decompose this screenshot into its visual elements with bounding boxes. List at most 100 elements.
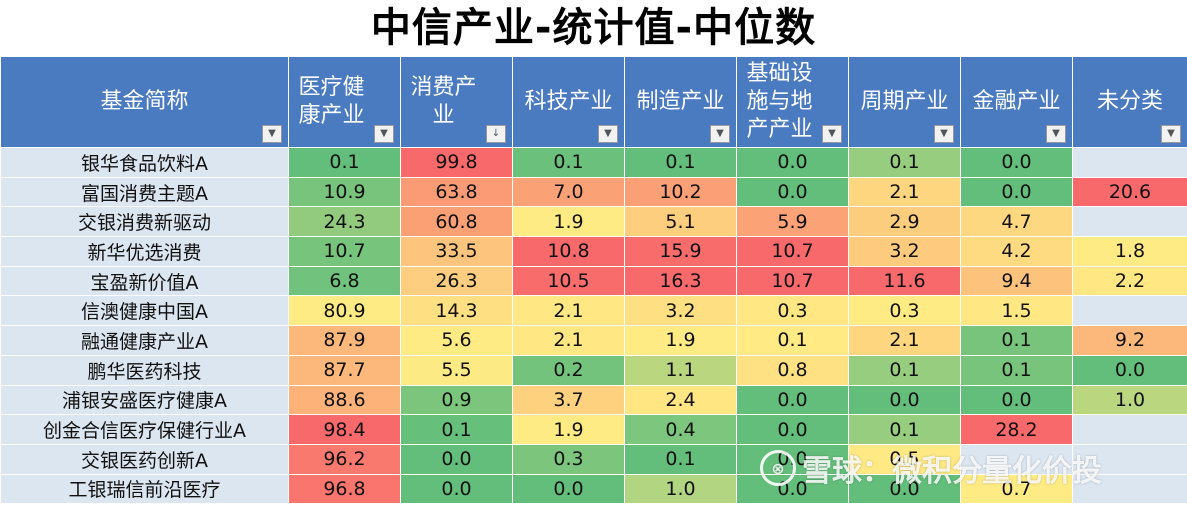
- fund-name-cell: 新华优选消费: [0, 236, 289, 267]
- value-cell: [1072, 295, 1187, 327]
- dropdown-arrow-icon[interactable]: ▼: [822, 125, 842, 143]
- value-cell: 1.9: [512, 206, 625, 238]
- value-cell: 0.0: [848, 473, 961, 505]
- value-cell: 88.6: [288, 384, 401, 416]
- column-header-label: 消费产业: [410, 75, 477, 128]
- column-header-label: 金融产业: [972, 89, 1061, 114]
- value-cell: 5.5: [400, 354, 513, 386]
- column-header-tech: 科技产业 ▼: [512, 56, 625, 148]
- value-cell: 0.0: [736, 147, 849, 178]
- sort-desc-icon[interactable]: ↓: [486, 125, 506, 143]
- value-cell: 60.8: [400, 206, 513, 238]
- dropdown-arrow-icon[interactable]: ▼: [262, 125, 282, 143]
- value-cell: 4.7: [960, 206, 1073, 238]
- value-cell: [1072, 414, 1187, 445]
- value-cell: 15.9: [624, 236, 737, 267]
- value-cell: 0.4: [624, 414, 737, 445]
- value-cell: 11.6: [848, 265, 961, 297]
- table-row: 工银瑞信前沿医疗 96.8 0.0 0.0 1.0 0.0 0.0 0.7: [0, 473, 1187, 505]
- value-cell: 63.8: [400, 176, 513, 208]
- table-row: 富国消费主题A 10.9 63.8 7.0 10.2 0.0 2.1 0.0 20.6: [0, 176, 1187, 208]
- value-cell: 10.8: [512, 236, 625, 267]
- value-cell: 6.8: [288, 265, 401, 297]
- table-row: 融通健康产业A 87.9 5.6 2.1 1.9 0.1 2.1 0.1 9.2: [0, 325, 1187, 356]
- value-cell: 0.0: [400, 443, 513, 475]
- value-cell: 0.1: [736, 325, 849, 356]
- fund-name-cell: 工银瑞信前沿医疗: [0, 473, 289, 505]
- value-cell: 0.1: [848, 414, 961, 445]
- fund-name-cell: 宝盈新价值A: [0, 265, 289, 297]
- column-header-label: 制造产业: [636, 89, 725, 114]
- value-cell: 2.1: [848, 176, 961, 208]
- value-cell: [1072, 473, 1187, 505]
- value-cell: 26.3: [400, 265, 513, 297]
- value-cell: 9.4: [960, 265, 1073, 297]
- column-header-infrastructure: 基础设施与地产产业 ▼: [736, 56, 849, 148]
- value-cell: 2.9: [848, 206, 961, 238]
- value-cell: 0.0: [736, 176, 849, 208]
- column-header-label: 医疗健康产业: [298, 75, 365, 128]
- column-header-finance: 金融产业 ▼: [960, 56, 1073, 148]
- value-cell: 0.0: [400, 473, 513, 505]
- value-cell: 14.3: [400, 295, 513, 327]
- value-cell: [1072, 206, 1187, 238]
- value-cell: 80.9: [288, 295, 401, 327]
- column-header-label: 未分类: [1096, 89, 1163, 114]
- value-cell: 16.3: [624, 265, 737, 297]
- dropdown-arrow-icon[interactable]: ▼: [374, 125, 394, 143]
- fund-name-cell: 银华食品饮料A: [0, 147, 289, 178]
- value-cell: 33.5: [400, 236, 513, 267]
- value-cell: 0.1: [400, 414, 513, 445]
- value-cell: 1.9: [624, 325, 737, 356]
- fund-name-cell: 浦银安盛医疗健康A: [0, 384, 289, 416]
- dropdown-arrow-icon[interactable]: ▼: [934, 125, 954, 143]
- fund-name-cell: 鹏华医药科技: [0, 354, 289, 386]
- value-cell: 0.1: [960, 325, 1073, 356]
- value-cell: 28.2: [960, 414, 1073, 445]
- value-cell: [1072, 147, 1187, 178]
- value-cell: 3.7: [512, 384, 625, 416]
- page-title: 中信产业-统计值-中位数: [370, 5, 817, 51]
- value-cell: 0.0: [1072, 354, 1187, 386]
- value-cell: 96.8: [288, 473, 401, 505]
- column-header-label: 科技产业: [524, 89, 613, 114]
- value-cell: 0.0: [960, 147, 1073, 178]
- value-cell: 5.6: [400, 325, 513, 356]
- value-cell: 99.8: [400, 147, 513, 178]
- value-cell: 0.1: [624, 147, 737, 178]
- table-row: 新华优选消费 10.7 33.5 10.8 15.9 10.7 3.2 4.2 1.8: [0, 236, 1187, 267]
- value-cell: 0.1: [848, 354, 961, 386]
- dropdown-arrow-icon[interactable]: ▼: [1046, 125, 1066, 143]
- dropdown-arrow-icon[interactable]: ▼: [710, 125, 730, 143]
- table-row: 信澳健康中国A 80.9 14.3 2.1 3.2 0.3 0.3 1.5: [0, 295, 1187, 327]
- value-cell: 7.0: [512, 176, 625, 208]
- column-header-label: 周期产业: [860, 89, 949, 114]
- value-cell: 10.9: [288, 176, 401, 208]
- value-cell: 2.1: [848, 325, 961, 356]
- table-row: 鹏华医药科技 87.7 5.5 0.2 1.1 0.8 0.1 0.1 0.0: [0, 354, 1187, 386]
- value-cell: 2.1: [512, 295, 625, 327]
- value-cell: 3.2: [624, 295, 737, 327]
- value-cell: 5.9: [736, 206, 849, 238]
- value-cell: 20.6: [1072, 176, 1187, 208]
- value-cell: 2.4: [624, 384, 737, 416]
- value-cell: 0.1: [512, 147, 625, 178]
- value-cell: 1.8: [1072, 236, 1187, 267]
- data-table: 基金简称 ▼ 医疗健康产业 ▼ 消费产业 ↓ 科技产业 ▼ 制造产业 ▼ 基础设…: [0, 56, 1187, 505]
- fund-name-cell: 交银医药创新A: [0, 443, 289, 475]
- value-cell: 10.7: [736, 236, 849, 267]
- value-cell: 10.7: [736, 265, 849, 297]
- column-header-label: 基金简称: [100, 89, 189, 114]
- value-cell: 0.1: [288, 147, 401, 178]
- fund-name-cell: 信澳健康中国A: [0, 295, 289, 327]
- dropdown-arrow-icon[interactable]: ▼: [1161, 125, 1181, 143]
- value-cell: 0.0: [848, 384, 961, 416]
- value-cell: [1072, 443, 1187, 475]
- fund-name-cell: 创金合信医疗保健行业A: [0, 414, 289, 445]
- dropdown-arrow-icon[interactable]: ▼: [598, 125, 618, 143]
- value-cell: 0.3: [512, 443, 625, 475]
- value-cell: 0.1: [960, 354, 1073, 386]
- value-cell: 1.1: [624, 354, 737, 386]
- value-cell: 4.2: [960, 236, 1073, 267]
- value-cell: 0.0: [960, 176, 1073, 208]
